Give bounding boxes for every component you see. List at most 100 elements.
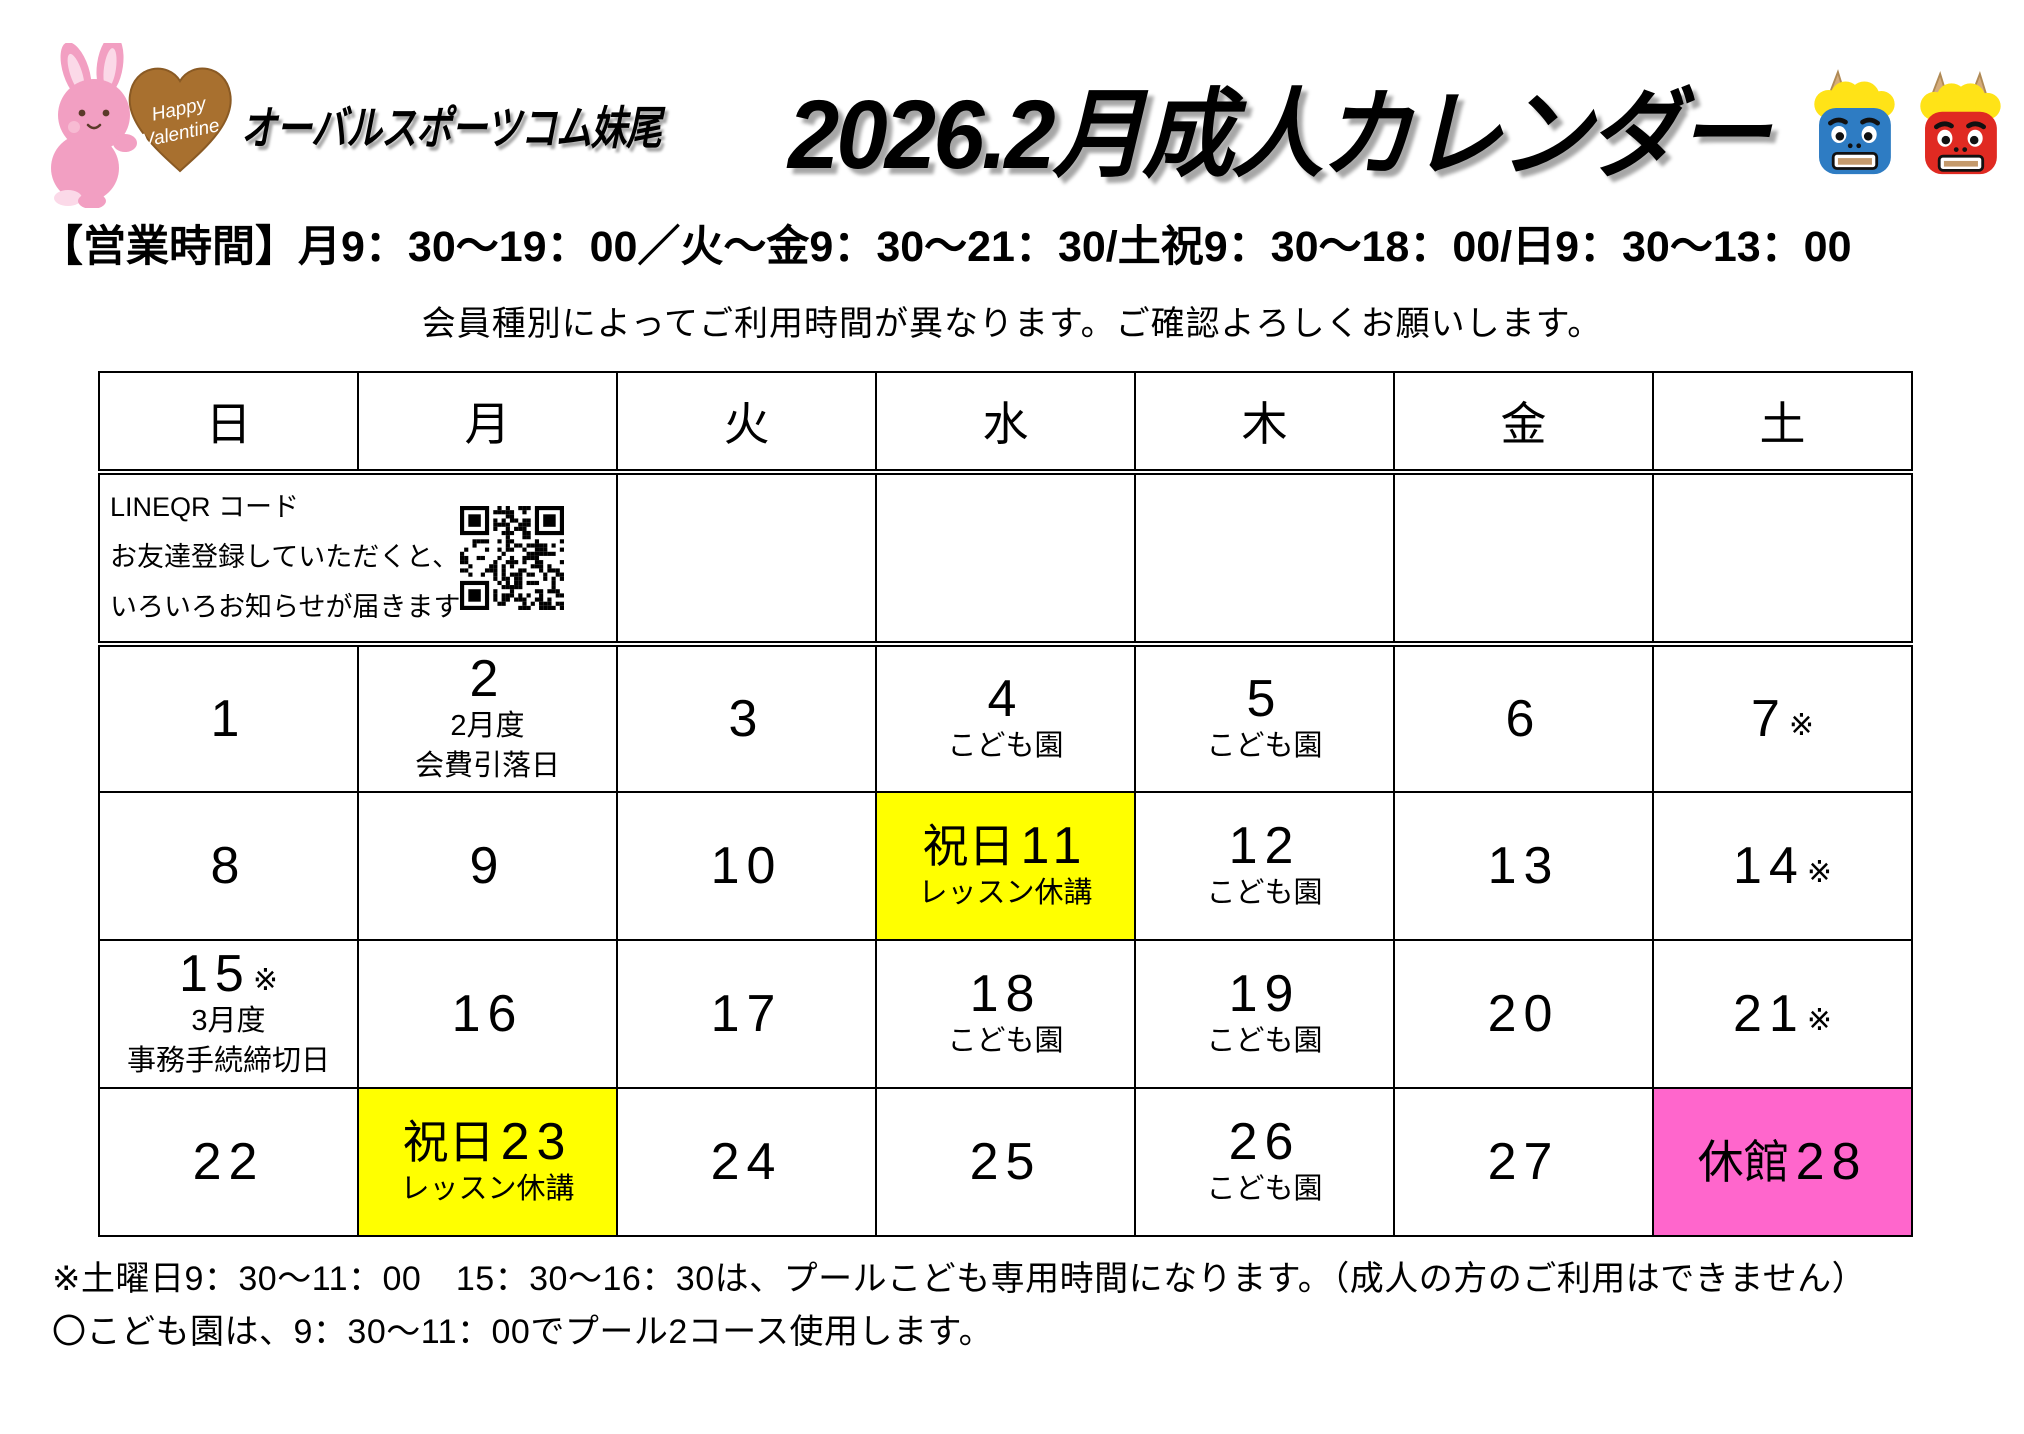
calendar-day-21: 21 ※ <box>1652 938 1913 1089</box>
calendar-day-23: 祝日 23 レッスン休講 <box>357 1086 618 1237</box>
date-number: 4 <box>987 669 1024 728</box>
calendar-day-12: 12 こども園 <box>1134 790 1395 941</box>
calendar-flyer: Happy Valentine オーバルスポーツコム妹尾 2026.2月成人カレ… <box>0 0 2024 1358</box>
day-note: こども園 <box>947 730 1064 763</box>
weekday-tue: 火 <box>616 371 877 475</box>
qr-note-line: お友達登録していただくと、 <box>110 541 460 572</box>
calendar-day-15: 15 ※ 3月度事務手続締切日 <box>98 938 359 1089</box>
date-number: 13 <box>1487 836 1560 895</box>
date-number: 7 <box>1750 689 1787 748</box>
calendar-week-row: 1 2 2月度 会費引落日 3 4 こども園 5 こども園 6 7 ※ <box>98 642 1913 793</box>
calendar-day-16: 16 <box>357 938 618 1089</box>
weekday-mon: 月 <box>357 371 618 475</box>
date-number: 23 <box>500 1112 573 1171</box>
calendar-day-17: 17 <box>616 938 877 1089</box>
calendar-week-row: 8 9 10 祝日 11 レッスン休講 12 こども園 13 14 ※ <box>98 790 1913 941</box>
calendar-day-10: 10 <box>616 790 877 941</box>
footnote-saturday-pool: ※土曜日9：30〜11：00 15：30〜16：30は、プールこども専用時間にな… <box>52 1259 1867 1298</box>
red-oni-icon <box>1920 71 2001 175</box>
calendar-day-5: 5 こども園 <box>1134 642 1395 793</box>
date-number: 11 <box>1020 816 1089 875</box>
calendar-body: LINEQR コード お友達登録していただくと、 いろいろお知らせが届きます 1… <box>98 471 1913 1237</box>
day-note: こども園 <box>1206 730 1323 763</box>
calendar-day-8: 8 <box>98 790 359 941</box>
day-note: 3月度 <box>191 1005 266 1038</box>
date-number: 16 <box>451 984 524 1043</box>
date-number: 17 <box>710 984 783 1043</box>
day-note: こども園 <box>947 1025 1064 1058</box>
calendar-table: 日 月 火 水 木 金 土 LINEQR コード お友達登録していただくと、 い… <box>98 371 1913 1237</box>
day-note: こども園 <box>1206 1173 1323 1206</box>
calendar-day-14: 14 ※ <box>1652 790 1913 941</box>
date-number: 28 <box>1795 1132 1868 1191</box>
asterisk-mark: ※ <box>1806 856 1832 890</box>
date-number: 10 <box>710 836 783 895</box>
membership-notice: 会員種別によってご利用時間が異なります。ご確認よろしくお願いします。 <box>421 305 1603 343</box>
date-number: 2 <box>469 649 506 708</box>
calendar-day-19: 19 こども園 <box>1134 938 1395 1089</box>
day-note: 会費引落日 <box>414 750 560 783</box>
footnotes: ※土曜日9：30〜11：00 15：30〜16：30は、プールこども専用時間にな… <box>52 1253 2024 1358</box>
weekday-sun: 日 <box>98 371 359 475</box>
calendar-day-27: 27 <box>1393 1086 1654 1237</box>
calendar-week-row: 15 ※ 3月度 事務手続締切日 16 17 18 こども園 19 こども園 20 21 ※ <box>98 938 1913 1089</box>
date-number: 5 <box>1246 669 1283 728</box>
qr-note-text: LINEQR コード お友達登録していただくと、 いろいろお知らせが届きます <box>110 483 460 633</box>
date-number: 1 <box>210 689 247 748</box>
rabbit-heart-illustration: Happy Valentine <box>51 34 232 209</box>
qr-note-line: いろいろお知らせが届きます <box>110 591 461 622</box>
day-note: レッスン休講 <box>918 877 1093 910</box>
date-number: 8 <box>210 836 247 895</box>
calendar-day-9: 9 <box>357 790 618 941</box>
asterisk-mark: ※ <box>1806 1004 1832 1038</box>
weekday-wed: 水 <box>875 371 1136 475</box>
calendar-day-3: 3 <box>616 642 877 793</box>
date-number: 25 <box>969 1132 1042 1191</box>
date-number: 15 <box>179 944 251 1003</box>
day-status-label: 祝日 <box>922 819 1015 872</box>
day-status-label: 休館 <box>1697 1135 1790 1188</box>
valentine-rabbit-mascot: Happy Valentine <box>30 34 245 209</box>
blue-oni-icon <box>1814 69 1895 175</box>
day-note: 事務手続締切日 <box>126 1045 330 1078</box>
weekday-sat: 土 <box>1652 371 1913 475</box>
calendar-day-24: 24 <box>616 1086 877 1237</box>
date-number: 27 <box>1487 1132 1560 1191</box>
date-number: 14 <box>1733 836 1805 895</box>
day-note: こども園 <box>1206 1025 1323 1058</box>
date-number: 6 <box>1505 689 1542 748</box>
calendar-day-22: 22 <box>98 1086 359 1237</box>
calendar-day-20: 20 <box>1393 938 1654 1089</box>
date-number: 19 <box>1228 964 1301 1023</box>
calendar-day-2: 2 2月度 会費引落日 <box>357 642 618 793</box>
line-qr-code <box>460 505 565 610</box>
date-number: 9 <box>469 836 506 895</box>
weekday-header-row: 日 月 火 水 木 金 土 <box>98 371 1913 475</box>
date-number: 24 <box>710 1132 783 1191</box>
calendar-day-13: 13 <box>1393 790 1654 941</box>
day-note: レッスン休講 <box>400 1173 575 1206</box>
empty-cell <box>1134 471 1395 647</box>
flyer-header: Happy Valentine オーバルスポーツコム妹尾 2026.2月成人カレ… <box>0 0 2024 210</box>
calendar-day-28: 休館 28 <box>1652 1086 1913 1237</box>
date-number: 12 <box>1228 816 1301 875</box>
date-number: 22 <box>192 1132 265 1191</box>
calendar-week-row: 22 祝日 23 レッスン休講 24 25 26 こども園 27 休館 28 <box>98 1086 1913 1237</box>
empty-cell <box>875 471 1136 647</box>
asterisk-mark: ※ <box>252 964 278 998</box>
qr-notice-row: LINEQR コード お友達登録していただくと、 いろいろお知らせが届きます <box>98 471 1913 647</box>
calendar-day-1: 1 <box>98 642 359 793</box>
asterisk-mark: ※ <box>1788 709 1815 743</box>
calendar-day-6: 6 <box>1393 642 1654 793</box>
qr-note-line: LINEQR コード <box>110 492 300 522</box>
brand-title: オーバルスポーツコム妹尾 <box>241 102 662 154</box>
calendar-day-18: 18 こども園 <box>875 938 1136 1089</box>
calendar-day-25: 25 <box>875 1086 1136 1237</box>
empty-cell <box>1393 471 1654 647</box>
footnote-kodomoen-pool: 〇こども園は、9：30〜11：00でプール2コース使用します。 <box>52 1312 994 1351</box>
empty-cell <box>1652 471 1913 647</box>
calendar-day-7: 7 ※ <box>1652 642 1913 793</box>
date-number: 20 <box>1487 984 1560 1043</box>
day-note: こども園 <box>1206 877 1323 910</box>
calendar-day-11: 祝日 11 レッスン休講 <box>875 790 1136 941</box>
